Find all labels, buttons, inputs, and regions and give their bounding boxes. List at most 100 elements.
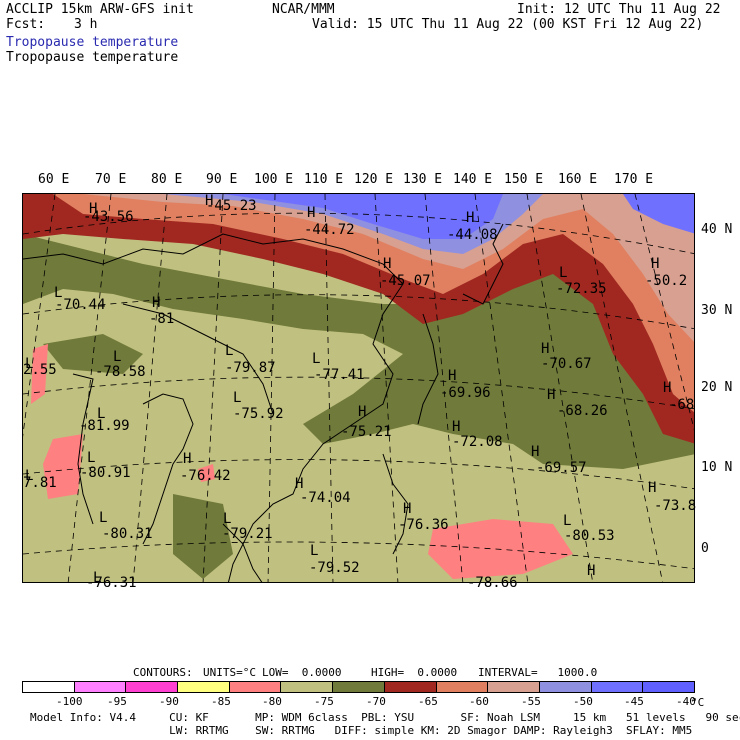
lon-label: 70 E xyxy=(95,172,127,187)
model-title: ACCLIP 15km ARW-GFS init xyxy=(6,2,194,17)
center-value: -81 xyxy=(149,311,175,327)
center-type: H xyxy=(547,387,556,403)
graticule xyxy=(23,194,694,582)
center-value: -79.52 xyxy=(309,560,360,576)
coastlines xyxy=(23,223,504,582)
legend-tick: -60 xyxy=(469,695,489,708)
center-type: L xyxy=(87,450,96,466)
lon-label: 150 E xyxy=(504,172,544,187)
center-value: -44.72 xyxy=(304,222,355,238)
center-type: H xyxy=(648,480,657,496)
legend-swatch xyxy=(126,682,179,692)
center-value: -70.67 xyxy=(541,356,592,372)
center-type: H xyxy=(448,368,457,384)
center-value: -78.66 xyxy=(467,575,518,591)
legend-swatch xyxy=(643,682,694,692)
legend-tick: -70 xyxy=(366,695,386,708)
center-type: L xyxy=(310,543,319,559)
center-value: -50.2 xyxy=(645,273,688,289)
center-type: H xyxy=(358,404,367,420)
lon-label: 110 E xyxy=(304,172,344,187)
lon-label: 60 E xyxy=(38,172,70,187)
center-type: L xyxy=(225,343,234,359)
lon-label: 160 E xyxy=(558,172,598,187)
legend-tick: -55 xyxy=(521,695,541,708)
units-label: UNITS=°C xyxy=(203,666,256,679)
center-value: -76.31 xyxy=(86,575,137,591)
legend-tick: -100 xyxy=(56,695,83,708)
lon-label: 120 E xyxy=(354,172,394,187)
lon-label: 100 E xyxy=(254,172,294,187)
center-value: -73.8 xyxy=(654,498,697,514)
center-type: H xyxy=(383,256,392,272)
legend-swatch xyxy=(436,682,489,692)
legend-swatch xyxy=(384,682,437,692)
center-type: H xyxy=(587,563,596,579)
center-type: H xyxy=(205,193,214,209)
lat-label: 10 N xyxy=(701,460,733,475)
center-value: -76.42 xyxy=(180,468,231,484)
center-value: -78.58 xyxy=(95,364,146,380)
center-type: L xyxy=(93,570,102,586)
center-value: -72.08 xyxy=(452,434,503,450)
center-type: H xyxy=(307,205,316,221)
center-value: -76.36 xyxy=(398,517,449,533)
center-value: -79.21 xyxy=(222,526,273,542)
center-type: L xyxy=(223,511,232,527)
center-value: -74.04 xyxy=(300,490,351,506)
field-patch-80 xyxy=(43,434,83,499)
center-value: -80.53 xyxy=(564,528,615,544)
legend-tick: -95 xyxy=(107,695,127,708)
legend-swatch xyxy=(333,682,385,692)
center-type: H xyxy=(152,295,161,311)
field-band-65 xyxy=(23,194,694,444)
legend-tick: -85 xyxy=(211,695,231,708)
color-legend xyxy=(22,681,695,693)
center-value: -68.26 xyxy=(557,403,608,419)
model-info-line-2: LW: RRTMG SW: RRTMG DIFF: simple KM: 2D … xyxy=(30,724,693,737)
legend-swatch xyxy=(539,682,592,692)
center-type: H xyxy=(183,451,192,467)
field-patch-80 xyxy=(198,464,215,482)
center-type: H xyxy=(89,201,98,217)
legend-tick: -45 xyxy=(624,695,644,708)
center-type: L xyxy=(113,349,122,365)
center-value: -45.07 xyxy=(380,273,431,289)
lat-label: 20 N xyxy=(701,380,733,395)
center-value: -69.96 xyxy=(440,385,491,401)
field-band-45 xyxy=(623,194,694,234)
forecast-label: Fcst: xyxy=(6,17,46,32)
legend-tick: -40 xyxy=(676,695,696,708)
lon-label: 90 E xyxy=(206,172,238,187)
legend-swatch xyxy=(23,682,75,692)
center-value: -69.57 xyxy=(536,460,587,476)
center-type: L xyxy=(99,510,108,526)
field-title-blue: Tropopause temperature xyxy=(6,35,179,50)
center-type: H xyxy=(295,476,304,492)
init-time: Init: 12 UTC Thu 11 Aug 22 xyxy=(517,2,721,17)
tropopause-temperature-map xyxy=(22,193,695,583)
lat-label: 40 N xyxy=(701,222,733,237)
legend-tick: -65 xyxy=(418,695,438,708)
legend-tick: -80 xyxy=(262,695,282,708)
center-type: H xyxy=(452,419,461,435)
center-value: -75.92 xyxy=(233,406,284,422)
center-type: H xyxy=(663,380,672,396)
center-type: L xyxy=(25,468,34,484)
center-type: H xyxy=(466,210,475,226)
center-value: 7.81 xyxy=(23,475,57,491)
center-value: -75.21 xyxy=(341,424,392,440)
forecast-hour: 3 h xyxy=(74,17,98,32)
center-type: H xyxy=(651,256,660,272)
center-type: L xyxy=(559,265,568,281)
center-type: L xyxy=(25,356,34,372)
model-info-line-1: Model Info: V4.4 CU: KF MP: WDM 6class P… xyxy=(30,711,740,724)
interval-label: INTERVAL= 1000.0 xyxy=(478,666,598,679)
center-value: -77.41 xyxy=(314,367,365,383)
low-label: LOW= 0.0000 xyxy=(262,666,342,679)
field-patch-70 xyxy=(43,334,143,374)
field-patch-70 xyxy=(173,494,233,579)
center-value: -45.23 xyxy=(206,198,257,214)
field-patch-80 xyxy=(31,344,48,404)
legend-swatch xyxy=(74,682,127,692)
